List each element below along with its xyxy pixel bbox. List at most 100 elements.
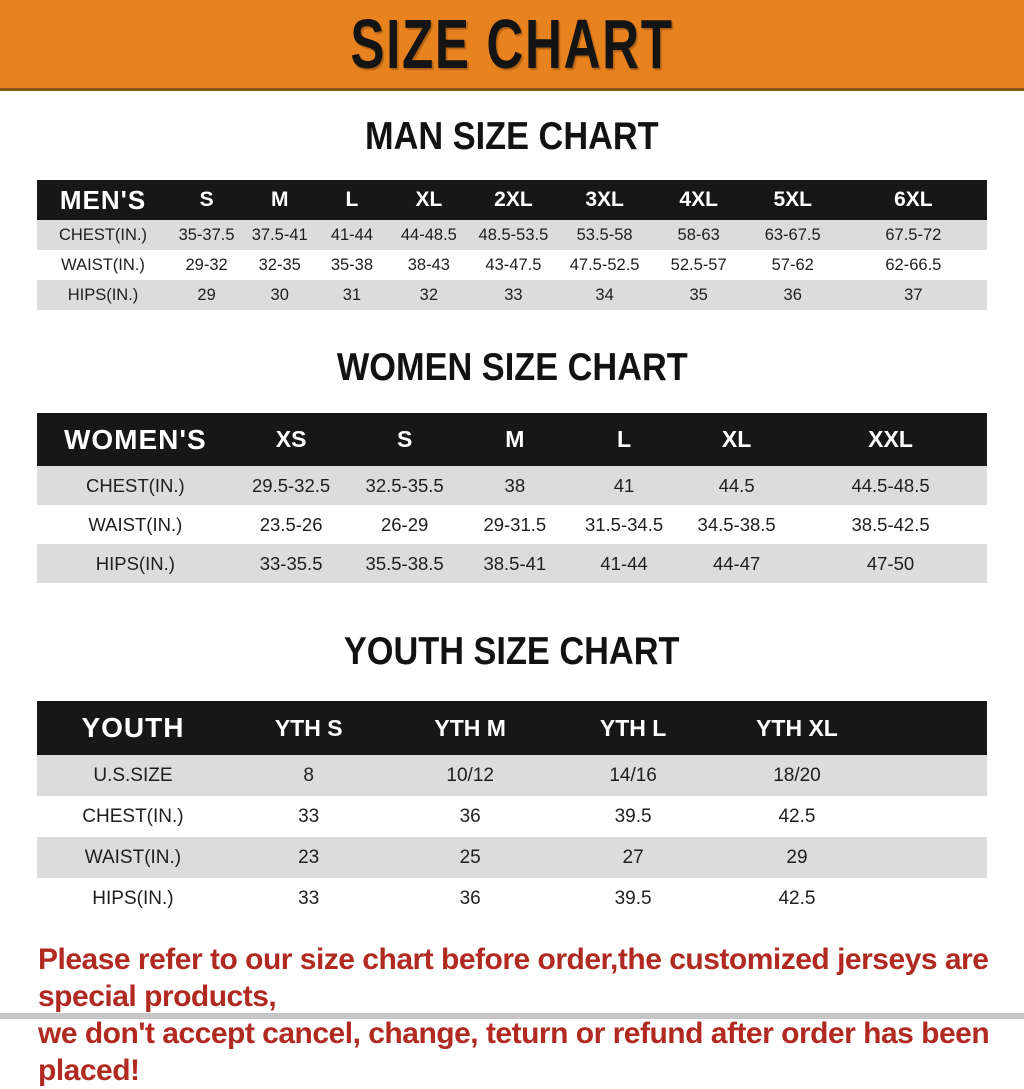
size-value-cell: 38.5-42.5 [851,513,930,535]
filler-cell [880,878,987,919]
row-label: WAIST(IN.) [88,513,183,535]
size-column-header: YTH L [599,714,667,741]
row-label: CHEST(IN.) [59,225,148,244]
size-value-cell: 33 [298,887,320,909]
size-value-cell: 42.5 [778,887,816,909]
row-label: CHEST(IN.) [82,805,184,827]
size-value-cell: 31 [342,285,362,304]
size-value-cell: 42.5 [778,805,816,827]
size-value-cell: 23.5-26 [259,513,323,535]
size-column-header: 2XL [494,188,533,211]
size-value-cell: 53.5-58 [576,225,633,244]
size-value-cell: 29-32 [185,255,228,274]
row-label: U.S.SIZE [93,764,173,786]
size-value-cell: 67.5-72 [885,225,942,244]
size-value-cell: 63-67.5 [764,225,821,244]
size-column-header: XS [275,426,307,452]
size-value-cell: 36 [783,285,802,304]
size-column-header: YTH S [274,714,343,741]
size-value-cell: 52.5-57 [670,255,727,274]
size-column-header: YTH M [434,714,506,741]
size-value-cell: 26-29 [380,513,429,535]
size-value-cell: 39.5 [614,887,652,909]
size-value-cell: 34.5-38.5 [697,513,776,535]
size-value-cell: 18/20 [773,764,821,786]
table-row: CHEST(IN.) 29.5-32.5 32.5-35.5 38 41 44.5 44.5… [37,466,987,505]
size-value-cell: 44.5 [718,474,755,496]
size-value-cell: 33 [504,285,523,304]
size-value-cell: 33 [298,805,320,827]
table-row: CHEST(IN.) 33 36 39.5 42.5 [37,796,987,837]
size-value-cell: 35 [689,285,708,304]
women-size-chart-title-text: WOMEN SIZE CHART [336,346,688,389]
size-value-cell: 29.5-32.5 [252,474,331,496]
size-value-cell: 31.5-34.5 [584,513,664,535]
size-value-cell: 29 [786,846,808,868]
size-value-cell: 38 [504,474,526,496]
size-value-cell: 39.5 [614,805,652,827]
filler-cell [880,837,987,878]
table-header-row: YOUTH YTH S YTH M YTH L YTH XL [37,701,987,755]
size-value-cell: 23 [298,846,320,868]
table-row: HIPS(IN.) 33-35.5 35.5-38.5 38.5-41 41-44 44-… [37,544,987,583]
women-size-table: WOMEN'S XS S M L XL XXL CHEST(IN.) 29.5-32.5 32.5… [37,413,987,583]
size-value-cell: 35.5-38.5 [365,552,444,574]
table-row: WAIST(IN.) 29-32 32-35 35-38 38-43 43-47.5 47.… [37,250,987,280]
row-label: WAIST(IN.) [61,255,145,274]
table-row: WAIST(IN.) 23.5-26 26-29 29-31.5 31.5-34.5 34… [37,505,987,544]
table-header-row: WOMEN'S XS S M L XL XXL [37,413,987,466]
table-group-label: YOUTH [81,712,185,743]
size-column-header: L [617,426,632,452]
banner-title: SIZE CHART [350,5,674,83]
size-column-header: M [270,188,289,211]
women-size-chart-title: WOMEN SIZE CHART [0,345,1024,391]
size-value-cell: 57-62 [771,255,814,274]
size-column-header: XL [721,426,752,452]
size-value-cell: 41 [613,474,635,496]
size-column-header: 6XL [894,188,933,211]
table-group-label: MEN'S [59,184,147,215]
table-row: HIPS(IN.) 29 30 31 32 33 34 35 36 37 [37,280,987,310]
filler-cell [880,755,987,796]
size-value-cell: 38.5-41 [483,552,547,574]
table-header-row: MEN'S S M L XL 2XL 3XL 4XL 5XL 6XL [37,180,987,220]
size-value-cell: 35-37.5 [178,225,235,244]
size-value-cell: 47-50 [866,552,915,574]
row-label: WAIST(IN.) [84,846,182,868]
order-policy-line-2: we don't accept cancel, change, teturn o… [38,1017,990,1087]
size-column-header: 5XL [773,188,812,211]
row-label: HIPS(IN.) [95,552,175,574]
table-group-label: WOMEN'S [63,423,207,455]
row-label: CHEST(IN.) [85,474,185,496]
filler-cell [880,796,987,837]
size-value-cell: 58-63 [677,225,720,244]
size-value-cell: 48.5-53.5 [478,225,549,244]
size-column-header: YTH XL [756,714,838,741]
size-value-cell: 27 [622,846,644,868]
size-value-cell: 41-44 [600,552,648,574]
man-size-chart-title-text: MAN SIZE CHART [365,115,659,158]
table-row: U.S.SIZE 8 10/12 14/16 18/20 [37,755,987,796]
size-value-cell: 14/16 [609,764,657,786]
size-column-header: M [505,426,525,452]
table-row: HIPS(IN.) 33 36 39.5 42.5 [37,878,987,919]
size-value-cell: 32-35 [258,255,301,274]
size-chart-banner: SIZE CHART [0,0,1024,91]
size-column-header: XXL [868,426,913,452]
size-value-cell: 44.5-48.5 [851,474,930,496]
size-value-cell: 8 [303,764,314,786]
men-size-table: MEN'S S M L XL 2XL 3XL 4XL 5XL 6XL CHEST(IN.) 35-37… [37,180,987,310]
row-label: HIPS(IN.) [92,887,174,909]
size-value-cell: 30 [270,285,289,304]
table-row: WAIST(IN.) 23 25 27 29 [37,837,987,878]
filler-cell [880,701,987,755]
table-row: CHEST(IN.) 35-37.5 37.5-41 41-44 44-48.5 48.5… [37,220,987,250]
size-value-cell: 29-31.5 [483,513,547,535]
size-column-header: XL [415,188,443,211]
size-value-cell: 47.5-52.5 [569,255,640,274]
size-column-header: 4XL [679,188,718,211]
youth-size-table: YOUTH YTH S YTH M YTH L YTH XL U.S.SIZE 8 10/12… [37,701,987,919]
size-value-cell: 35-38 [330,255,374,274]
size-value-cell: 38-43 [407,255,450,274]
youth-size-chart-title: YOUTH SIZE CHART [0,629,1024,675]
